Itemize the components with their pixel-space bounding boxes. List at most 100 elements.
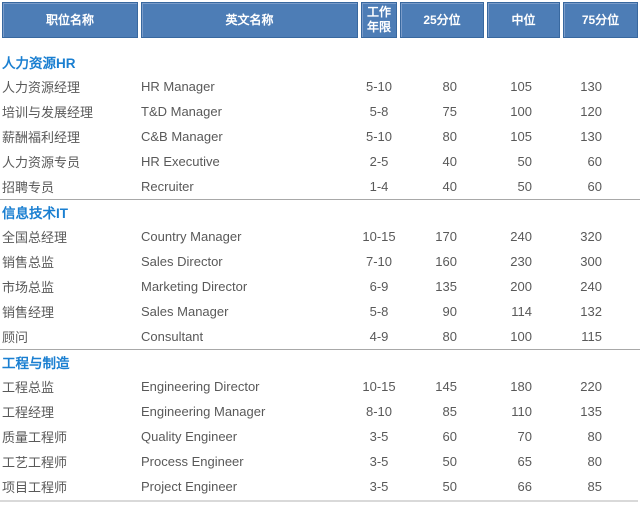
section-title: 人力资源HR <box>2 56 76 71</box>
cell-median: 65 <box>517 454 532 469</box>
cell-english-name: Process Engineer <box>141 454 244 469</box>
cell-english-name: Recruiter <box>141 179 194 194</box>
cell-work-years: 10-15 <box>362 379 396 394</box>
cell-position-name: 全国总经理 <box>2 230 68 245</box>
cell-25th-percentile: 135 <box>435 279 457 294</box>
cell-25th-percentile: 50 <box>442 479 457 494</box>
cell-work-years: 10-15 <box>362 229 396 244</box>
cell-75th-percentile: 300 <box>580 254 602 269</box>
cell-75th-percentile: 80 <box>587 454 602 469</box>
cell-position-name: 工艺工程师 <box>2 455 68 470</box>
table-header-row: 职位名称 英文名称 工作年限 25分位 中位 75分位 <box>2 2 640 38</box>
cell-position-name: 人力资源专员 <box>2 155 81 170</box>
cell-work-years: 5-8 <box>369 304 389 319</box>
table-row: 工程经理 Engineering Manager 8-10 85 110 135 <box>2 399 640 424</box>
table-row: 顾问 Consultant 4-9 80 100 115 <box>2 324 640 349</box>
cell-position-name: 人力资源经理 <box>2 80 81 95</box>
cell-median: 240 <box>510 229 532 244</box>
bottom-divider <box>0 500 638 502</box>
cell-75th-percentile: 135 <box>580 404 602 419</box>
cell-position-name: 销售经理 <box>2 305 55 320</box>
cell-position-name: 顾问 <box>2 330 29 345</box>
cell-25th-percentile: 60 <box>442 429 457 444</box>
cell-25th-percentile: 170 <box>435 229 457 244</box>
cell-position-name: 项目工程师 <box>2 480 68 495</box>
table-row: 项目工程师 Project Engineer 3-5 50 66 85 <box>2 474 640 499</box>
header-25th-percentile: 25分位 <box>400 2 484 38</box>
cell-work-years: 3-5 <box>369 479 389 494</box>
cell-work-years: 3-5 <box>369 454 389 469</box>
cell-25th-percentile: 90 <box>442 304 457 319</box>
cell-median: 230 <box>510 254 532 269</box>
cell-75th-percentile: 115 <box>581 329 602 344</box>
cell-75th-percentile: 60 <box>587 179 602 194</box>
cell-75th-percentile: 80 <box>587 429 602 444</box>
cell-work-years: 5-10 <box>365 129 393 144</box>
cell-median: 66 <box>517 479 532 494</box>
cell-75th-percentile: 240 <box>580 279 602 294</box>
cell-median: 105 <box>510 79 532 94</box>
cell-english-name: Marketing Director <box>141 279 248 294</box>
cell-work-years: 5-8 <box>369 104 389 119</box>
cell-english-name: C&B Manager <box>141 129 223 144</box>
cell-work-years: 3-5 <box>369 429 389 444</box>
cell-english-name: Project Engineer <box>141 479 238 494</box>
cell-position-name: 质量工程师 <box>2 430 68 445</box>
header-english-name: 英文名称 <box>141 2 358 38</box>
cell-25th-percentile: 80 <box>442 79 457 94</box>
section-engineering-manufacturing: 工程与制造 工程总监 Engineering Director 10-15 14… <box>0 349 640 499</box>
cell-25th-percentile: 50 <box>442 454 457 469</box>
cell-english-name: HR Manager <box>141 79 215 94</box>
cell-median: 110 <box>511 404 532 419</box>
cell-english-name: Sales Director <box>141 254 223 269</box>
cell-25th-percentile: 40 <box>442 154 457 169</box>
header-work-years: 工作年限 <box>361 2 397 38</box>
cell-work-years: 2-5 <box>369 154 389 169</box>
cell-position-name: 工程总监 <box>2 380 55 395</box>
cell-median: 50 <box>517 154 532 169</box>
cell-english-name: T&D Manager <box>141 104 222 119</box>
section-title: 工程与制造 <box>2 356 70 371</box>
cell-english-name: Sales Manager <box>141 304 229 319</box>
table-row: 销售总监 Sales Director 7-10 160 230 300 <box>2 249 640 274</box>
cell-median: 50 <box>517 179 532 194</box>
cell-25th-percentile: 160 <box>435 254 457 269</box>
cell-work-years: 5-10 <box>365 79 393 94</box>
cell-75th-percentile: 220 <box>580 379 602 394</box>
cell-median: 200 <box>510 279 532 294</box>
table-row: 薪酬福利经理 C&B Manager 5-10 80 105 130 <box>2 124 640 149</box>
cell-english-name: HR Executive <box>141 154 220 169</box>
cell-english-name: Quality Engineer <box>141 429 238 444</box>
cell-75th-percentile: 130 <box>580 79 602 94</box>
cell-position-name: 薪酬福利经理 <box>2 130 81 145</box>
cell-position-name: 销售总监 <box>2 255 55 270</box>
cell-work-years: 1-4 <box>369 179 389 194</box>
cell-english-name: Consultant <box>141 329 204 344</box>
table-row: 培训与发展经理 T&D Manager 5-8 75 100 120 <box>2 99 640 124</box>
table-row: 人力资源专员 HR Executive 2-5 40 50 60 <box>2 149 640 174</box>
cell-median: 180 <box>510 379 532 394</box>
cell-position-name: 工程经理 <box>2 405 55 420</box>
cell-median: 114 <box>511 304 532 319</box>
cell-25th-percentile: 85 <box>442 404 457 419</box>
table-row: 销售经理 Sales Manager 5-8 90 114 132 <box>2 299 640 324</box>
table-row: 人力资源经理 HR Manager 5-10 80 105 130 <box>2 74 640 99</box>
cell-25th-percentile: 80 <box>442 329 457 344</box>
table-row: 市场总监 Marketing Director 6-9 135 200 240 <box>2 274 640 299</box>
header-75th-percentile: 75分位 <box>563 2 638 38</box>
cell-75th-percentile: 320 <box>580 229 602 244</box>
cell-position-name: 招聘专员 <box>2 180 55 195</box>
table-row: 招聘专员 Recruiter 1-4 40 50 60 <box>2 174 640 199</box>
cell-work-years: 8-10 <box>365 404 393 419</box>
cell-75th-percentile: 60 <box>587 154 602 169</box>
cell-75th-percentile: 85 <box>587 479 602 494</box>
cell-75th-percentile: 130 <box>580 129 602 144</box>
cell-median: 70 <box>517 429 532 444</box>
cell-median: 105 <box>510 129 532 144</box>
cell-25th-percentile: 80 <box>442 129 457 144</box>
table-row: 工程总监 Engineering Director 10-15 145 180 … <box>2 374 640 399</box>
header-median: 中位 <box>487 2 560 38</box>
cell-median: 100 <box>510 104 532 119</box>
section-information-technology: 信息技术IT 全国总经理 Country Manager 10-15 170 2… <box>0 199 640 349</box>
